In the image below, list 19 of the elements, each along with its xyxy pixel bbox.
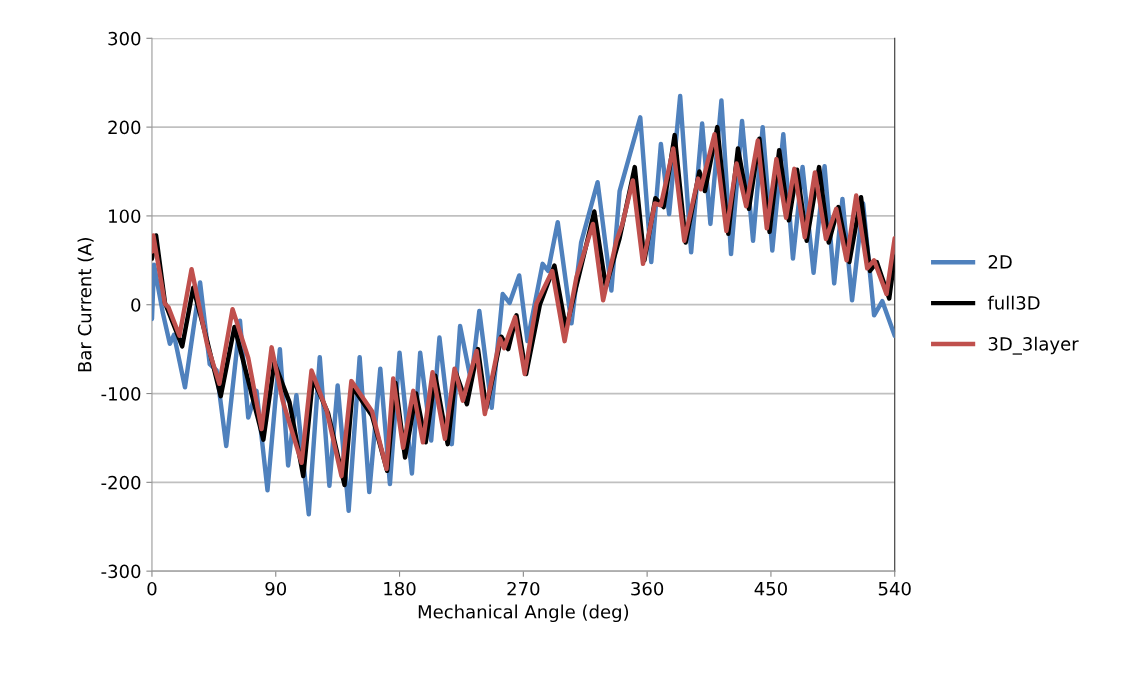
x-tick-label: 0: [147, 581, 157, 596]
x-tick-label: 540: [878, 581, 911, 596]
x-tick-label: 270: [507, 581, 540, 596]
y-axis-title: Bar Current (A): [77, 237, 94, 372]
legend-label: full3D: [987, 295, 1040, 310]
y-tick-label: 200: [108, 120, 141, 135]
y-tick-label: 100: [109, 209, 141, 224]
x-tick-label: 90: [265, 581, 287, 596]
x-tick-label: 450: [754, 581, 787, 596]
y-tick-label: -100: [101, 386, 141, 401]
y-tick-label: 300: [108, 31, 141, 46]
x-tick-label: 360: [631, 581, 664, 596]
x-axis-title: Mechanical Angle (deg): [418, 604, 629, 623]
y-tick-label: 0: [131, 298, 141, 312]
legend-label: 3D_3layer: [988, 336, 1079, 355]
y-tick-label: -300: [101, 564, 141, 579]
y-tick-label: -200: [101, 475, 141, 490]
legend-label: 2D: [988, 255, 1012, 269]
x-tick-label: 180: [384, 581, 416, 596]
